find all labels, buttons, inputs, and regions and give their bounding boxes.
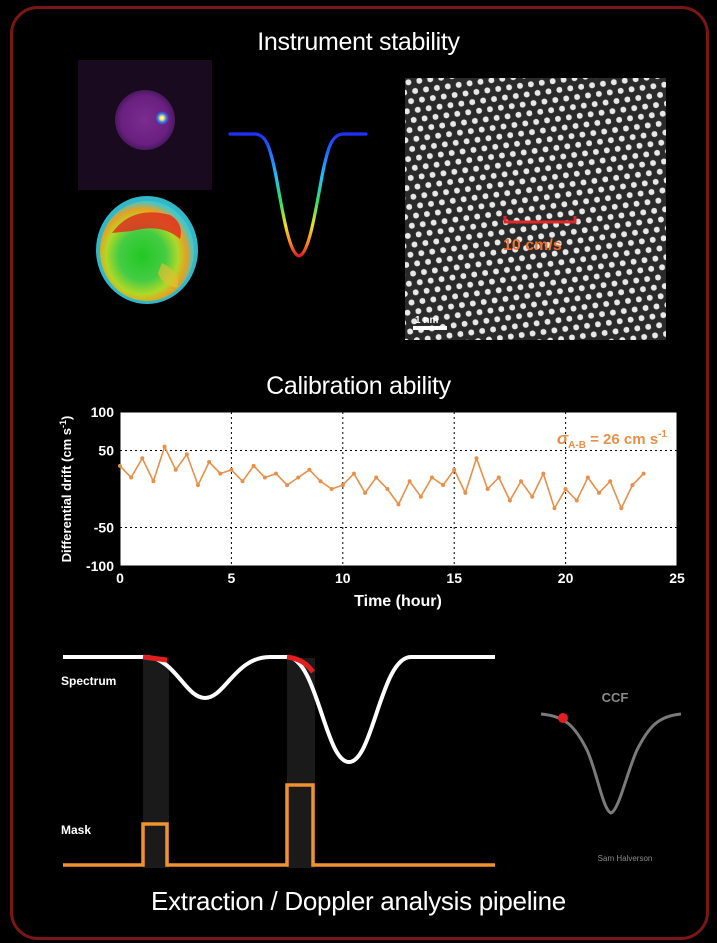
- drift-point: [619, 506, 624, 511]
- drift-point: [173, 467, 178, 472]
- x-axis-ticks: 0 5 10 15 20 25: [116, 570, 685, 586]
- drift-point: [140, 456, 145, 461]
- drift-point: [496, 475, 501, 480]
- ccf-curve: [540, 712, 682, 815]
- nm-scale-label: 1 nm: [415, 315, 438, 326]
- drift-point: [285, 483, 290, 488]
- drift-point: [407, 479, 412, 484]
- drift-point: [507, 498, 512, 503]
- pupil-map-image: [96, 196, 198, 304]
- drift-point: [307, 467, 312, 472]
- drift-point: [418, 494, 423, 499]
- drift-point: [441, 483, 446, 488]
- drift-point: [129, 475, 134, 480]
- drift-point: [396, 502, 401, 507]
- scale-bracket: [503, 216, 577, 224]
- x-tick-label: 10: [335, 570, 351, 586]
- credit-label: Sam Halverson: [598, 854, 653, 863]
- drift-point: [452, 467, 457, 472]
- drift-point: [597, 490, 602, 495]
- x-tick-label: 0: [116, 570, 124, 586]
- drift-point: [329, 487, 334, 491]
- drift-point: [474, 456, 479, 461]
- drift-point: [118, 463, 122, 468]
- velocity-scale-label: 10 cm/s: [503, 237, 562, 254]
- nm-scale-bar: [413, 326, 447, 330]
- drift-point: [207, 460, 212, 465]
- drift-point: [363, 490, 368, 495]
- drift-point: [251, 463, 256, 468]
- drift-line: [119, 444, 645, 511]
- drift-point: [641, 471, 646, 476]
- y-tick-label: -50: [94, 520, 114, 536]
- sigma-annotation: σA-B = 26 cm s-1: [557, 429, 668, 451]
- drift-point: [229, 467, 234, 472]
- drift-point: [585, 475, 590, 480]
- fiber-spot-image: [78, 60, 212, 190]
- line-profile-plot: [228, 132, 368, 258]
- drift-point: [429, 475, 434, 480]
- drift-point: [463, 490, 468, 495]
- spectrum-label: Spectrum: [61, 674, 116, 688]
- y-tick-label: 50: [98, 443, 114, 459]
- x-tick-label: 5: [228, 570, 236, 586]
- drift-point: [374, 475, 379, 480]
- pipeline-title: Extraction / Doppler analysis pipeline: [151, 886, 566, 916]
- drift-point: [351, 471, 356, 476]
- drift-series: [118, 444, 646, 511]
- drift-point: [530, 494, 535, 499]
- drift-point: [318, 479, 323, 484]
- spectrum-highlight-1: [142, 654, 168, 663]
- drift-point: [385, 487, 390, 491]
- plot-area: [119, 411, 678, 567]
- drift-point: [273, 471, 278, 476]
- y-axis-label: Differential drift (cm s-1): [58, 416, 74, 563]
- pipeline-diagram: Spectrum Mask: [61, 654, 495, 868]
- drift-point: [162, 444, 167, 449]
- x-tick-label: 20: [558, 570, 574, 586]
- drift-point: [218, 471, 223, 476]
- x-tick-label: 25: [669, 570, 685, 586]
- drift-point: [541, 471, 546, 476]
- calibration-ability-title: Calibration ability: [266, 372, 451, 400]
- x-tick-label: 15: [446, 570, 462, 586]
- drift-point: [296, 475, 301, 480]
- drift-point: [485, 487, 490, 491]
- drift-point: [552, 506, 557, 511]
- drift-point: [195, 483, 200, 488]
- instrument-stability-title: Instrument stability: [257, 28, 460, 56]
- drift-point: [184, 452, 189, 457]
- y-axis-ticks: 100 50 -50 -100: [86, 404, 114, 574]
- drift-chart: 100 50 -50 -100 0 5 10 15 20 25 Time (hour) Diff…: [58, 404, 685, 610]
- spectrum-line: [63, 655, 495, 765]
- drift-point: [240, 479, 245, 484]
- ccf-label: CCF: [602, 690, 629, 705]
- mask-label: Mask: [61, 823, 91, 837]
- drift-point: [630, 483, 635, 488]
- mask-band-1: [143, 658, 169, 868]
- crystal-lattice-image: 10 cm/s 1 nm: [405, 78, 666, 340]
- ccf-plot: CCF Sam Halverson: [540, 690, 682, 863]
- spectrum-highlight-2: [286, 654, 315, 674]
- drift-point: [262, 475, 267, 480]
- drift-point: [608, 479, 613, 484]
- mask-band-2: [287, 658, 315, 868]
- drift-point: [574, 498, 579, 503]
- x-axis-label: Time (hour): [354, 593, 442, 610]
- drift-point: [340, 483, 345, 488]
- drift-point: [519, 479, 524, 484]
- ccf-marker: [558, 713, 568, 723]
- y-tick-label: 100: [91, 404, 115, 420]
- y-tick-label: -100: [86, 558, 114, 574]
- mask-line: [63, 783, 495, 867]
- drift-point: [151, 479, 156, 484]
- drift-point: [563, 487, 568, 491]
